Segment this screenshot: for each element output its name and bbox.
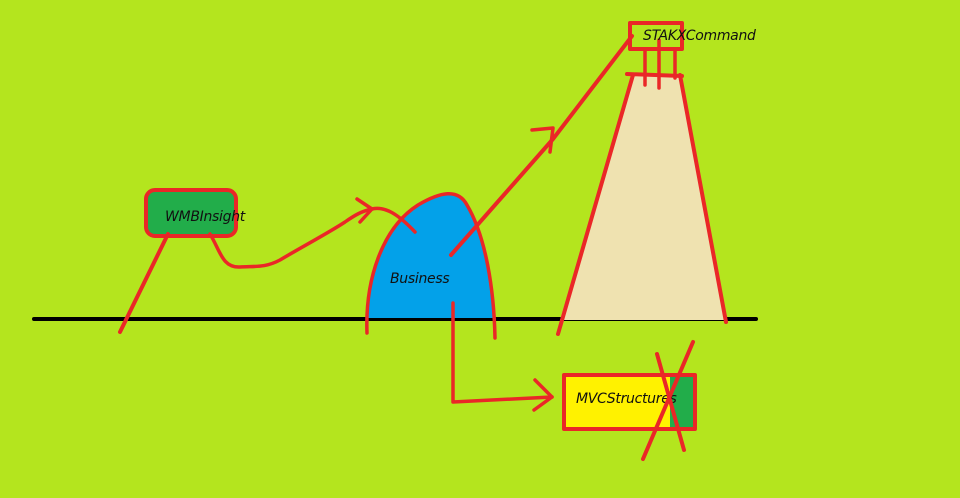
business-label: Business [390,271,449,287]
wmb-label: WMBInsight [165,209,246,225]
stakx-label: STAKXCommand [643,28,756,44]
mvc-label: MVCStructures [576,391,677,407]
